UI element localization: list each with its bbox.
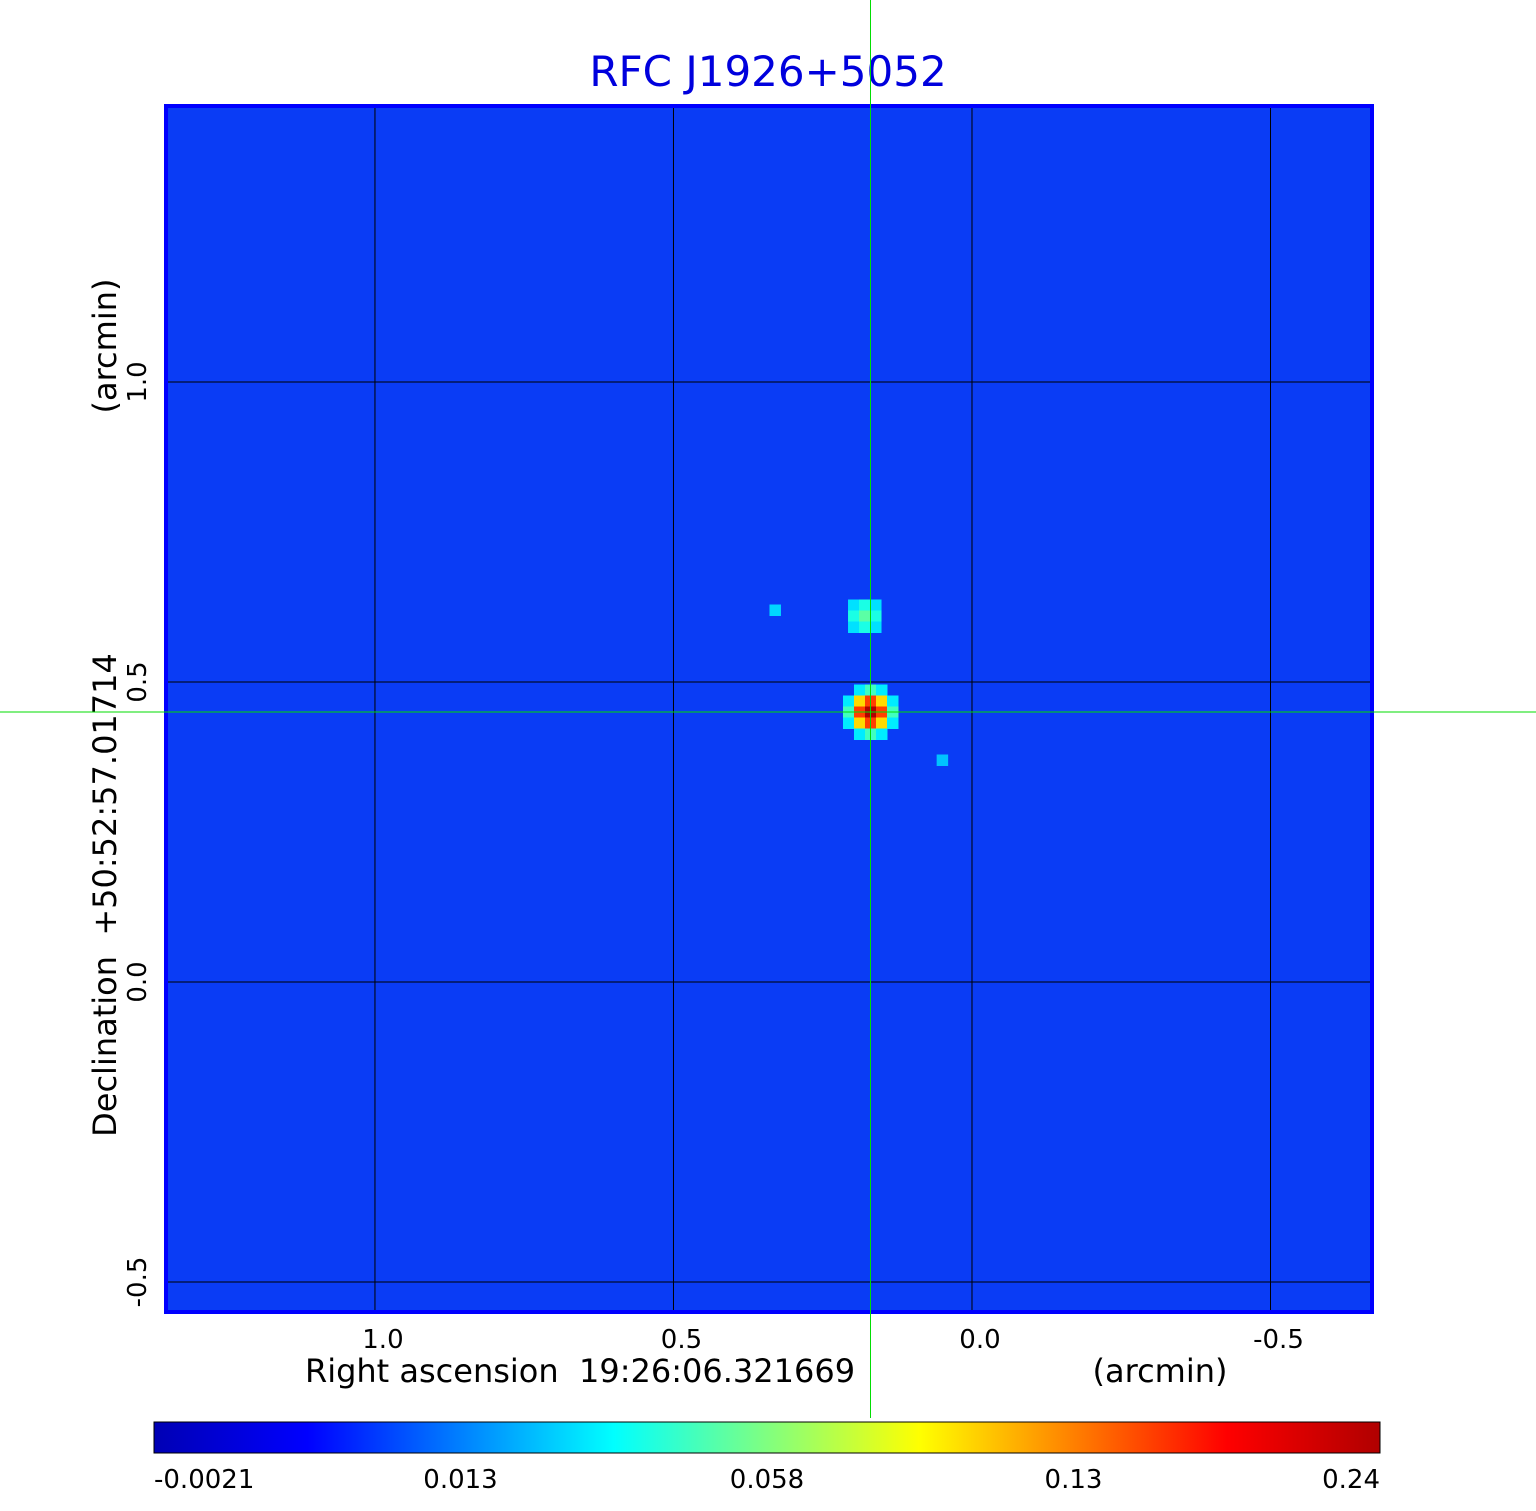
y-axis-label: Declination +50:52:57.01714 [86, 653, 124, 1137]
source-pixel [936, 754, 949, 766]
source-pixel [870, 610, 882, 622]
source-pixel [842, 695, 855, 707]
source-pixel [853, 684, 866, 696]
y-axis-unit: (arcmin) [86, 279, 124, 414]
source-pixel [886, 717, 899, 729]
plot-frame [164, 104, 1374, 1314]
source-2 [769, 604, 781, 616]
source-pixel [875, 695, 888, 707]
colorbar [153, 1421, 1381, 1454]
x-tick-label: -0.5 [1253, 1325, 1304, 1355]
source-pixel [853, 728, 866, 740]
x-tick-label: 1.0 [362, 1325, 403, 1355]
source-pixel [848, 621, 860, 633]
colorbar-tick-label: 0.13 [1045, 1465, 1103, 1495]
source-pixel [859, 610, 871, 622]
crosshair [0, 0, 1536, 1418]
source-pixel [859, 599, 871, 611]
y-tick-label: 1.0 [123, 361, 153, 402]
x-tick-label: 0.5 [661, 1325, 702, 1355]
source-pixel [875, 717, 888, 729]
source-pixel [875, 684, 888, 696]
source-pixel [875, 728, 888, 740]
x-tick-labels: 1.0 0.5 0.0 -0.5 [362, 1325, 1304, 1355]
source-3 [936, 754, 949, 766]
chart-title: RFC J1926+5052 [589, 47, 946, 96]
colorbar-tick-label: -0.0021 [154, 1465, 254, 1495]
source-pixel [848, 599, 860, 611]
source-pixel [853, 717, 866, 729]
image-background [166, 106, 1372, 1312]
coordinate-grid [166, 106, 1372, 1312]
plot-area [166, 106, 1372, 1312]
source-pixel [842, 717, 855, 729]
x-axis-unit: (arcmin) [1093, 1352, 1228, 1390]
x-tick-label: 0.0 [959, 1325, 1000, 1355]
source-pixel [870, 621, 882, 633]
source-pixel [848, 610, 860, 622]
source-pixel [859, 621, 871, 633]
colorbar-tick-label: 0.24 [1322, 1465, 1380, 1495]
y-tick-label: -0.5 [123, 1257, 153, 1308]
source-pixel [870, 599, 882, 611]
y-tick-label: 0.0 [123, 961, 153, 1002]
y-tick-label: 0.5 [123, 661, 153, 702]
colorbar-tick-label: 0.013 [423, 1465, 497, 1495]
colorbar-tick-label: 0.058 [730, 1465, 804, 1495]
source-pixel [886, 695, 899, 707]
colorbar-tick-labels: -0.0021 0.013 0.058 0.13 0.24 [154, 1465, 1380, 1495]
source-pixel [769, 604, 781, 616]
source-pixel [853, 695, 866, 707]
x-axis-label: Right ascension 19:26:06.321669 [305, 1352, 855, 1390]
y-tick-labels: 1.0 0.5 0.0 -0.5 [123, 361, 153, 1307]
source-1 [848, 599, 882, 633]
